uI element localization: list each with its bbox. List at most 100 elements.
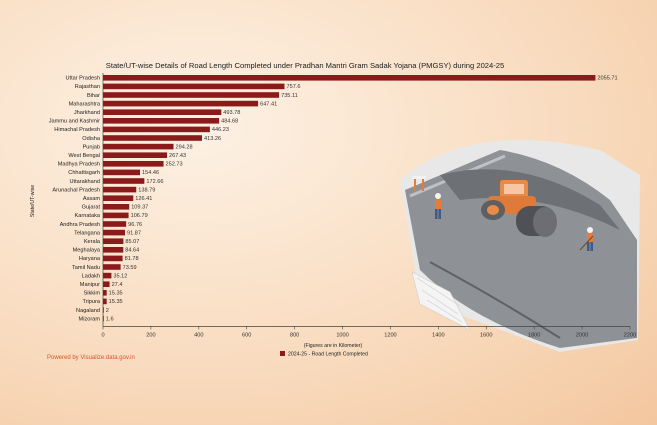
bar [103, 229, 126, 236]
bar [103, 135, 202, 141]
category-label: Mizoram [79, 316, 101, 322]
bar [103, 83, 285, 90]
bar [103, 281, 110, 287]
bar [103, 204, 130, 210]
category-label: Himachal Pradesh [54, 127, 100, 133]
x-tick-label: 600 [242, 332, 251, 338]
legend-label: 2024-25 - Road Length Completed [288, 352, 368, 358]
category-label: Gujarat [82, 205, 101, 211]
category-label: Odisha [82, 136, 101, 142]
x-tick-label: 1000 [336, 332, 348, 338]
data-label: 35.12 [113, 273, 127, 279]
data-label: 15.35 [109, 291, 123, 297]
bar [103, 290, 107, 296]
data-label: 85.07 [125, 239, 139, 245]
x-tick-label: 0 [101, 332, 104, 338]
category-label: Bihar [87, 93, 100, 99]
category-label: Arunachal Pradesh [52, 187, 100, 193]
data-label: 96.76 [128, 222, 142, 228]
legend-swatch [280, 351, 285, 356]
category-label: Ladakh [82, 273, 100, 279]
category-label: Telangana [74, 230, 101, 236]
category-label: Tamil Nadu [72, 265, 100, 271]
data-label: 493.78 [223, 110, 240, 116]
category-label: Uttar Pradesh [65, 76, 100, 82]
bar [103, 100, 259, 107]
data-label: 15.35 [109, 299, 123, 305]
data-label: 757.6 [286, 84, 300, 90]
data-label: 267.43 [169, 153, 186, 159]
bar [103, 212, 129, 219]
bars [103, 75, 596, 322]
category-label: Assam [83, 196, 100, 202]
x-tick-label: 2000 [576, 332, 588, 338]
data-label: 413.26 [204, 136, 221, 142]
bar [103, 238, 124, 244]
category-label: Madhya Pradesh [58, 162, 100, 168]
bar [103, 92, 280, 98]
data-label: 172.66 [146, 179, 163, 185]
category-label: Karnataka [75, 213, 101, 219]
data-label: 27.4 [112, 282, 123, 288]
category-labels: Uttar Pradesh Rajasthan Bihar Maharashtra Jh… [49, 76, 101, 323]
category-label: Tripura [82, 299, 100, 305]
data-label: 154.46 [142, 170, 159, 176]
bar [103, 75, 596, 81]
x-tick-label: 1200 [384, 332, 396, 338]
value-labels: 2055.71 757.6 735.11 647.41 493.78 484.68 446.… [106, 76, 618, 323]
x-tick-label: 1800 [528, 332, 540, 338]
legend: 2024-25 - Road Length Completed [280, 351, 368, 358]
bar [103, 152, 168, 158]
data-label: 647.41 [260, 101, 277, 107]
data-label: 81.78 [125, 256, 139, 262]
data-label: 109.37 [131, 205, 148, 211]
data-label: 106.79 [131, 213, 148, 219]
bar [103, 221, 127, 227]
x-tick-label: 2200 [624, 332, 636, 338]
category-label: Kerala [84, 239, 101, 245]
bar [103, 169, 141, 176]
category-label: Punjab [83, 144, 100, 150]
category-label: Sikkim [84, 291, 101, 297]
bar [103, 178, 145, 184]
data-label: 91.87 [127, 230, 141, 236]
data-label: 138.79 [138, 187, 155, 193]
category-label: Jharkhand [74, 110, 100, 116]
x-tick-label: 200 [146, 332, 155, 338]
data-label: 252.73 [166, 162, 183, 168]
x-tick-label: 400 [194, 332, 203, 338]
bar [103, 143, 174, 150]
data-label: 1.6 [106, 316, 114, 322]
bar [103, 315, 104, 322]
data-label: 294.28 [175, 144, 192, 150]
data-label: 735.11 [281, 93, 298, 99]
credit-text: Powered by Visualize.data.gov.in [47, 355, 135, 361]
category-label: Manipur [80, 282, 100, 288]
category-label: West Bengal [68, 153, 100, 159]
bar [103, 307, 104, 313]
x-tick-label: 1600 [480, 332, 492, 338]
data-label: 446.23 [212, 127, 229, 133]
chart-title: State/UT-wise Details of Road Length Com… [106, 61, 504, 70]
bar [103, 195, 134, 201]
road-construction-illustration [400, 140, 640, 352]
x-tick-label: 1400 [432, 332, 444, 338]
category-label: Haryana [79, 256, 101, 262]
category-label: Andhra Pradesh [60, 222, 100, 228]
category-label: Chhattisgarh [68, 170, 100, 176]
x-axis-ticks: 0 200 400 600 800 1000 1200 1400 1600 1800 2000 220… [101, 326, 636, 338]
bar [103, 161, 164, 167]
bar [103, 255, 123, 262]
data-label: 2 [106, 308, 109, 314]
data-label: 484.68 [221, 119, 238, 125]
category-label: Jammu and Kashmir [49, 119, 100, 125]
data-label: 126.41 [135, 196, 152, 202]
category-label: Meghalaya [73, 248, 101, 254]
category-label: Nagaland [76, 308, 100, 314]
x-tick-label: 800 [290, 332, 299, 338]
x-axis-title: (Figures are in Kilometer) [304, 343, 363, 349]
bar [103, 186, 137, 193]
y-axis-title: State/UT-wise [30, 185, 36, 217]
category-label: Uttarakhand [70, 179, 100, 185]
